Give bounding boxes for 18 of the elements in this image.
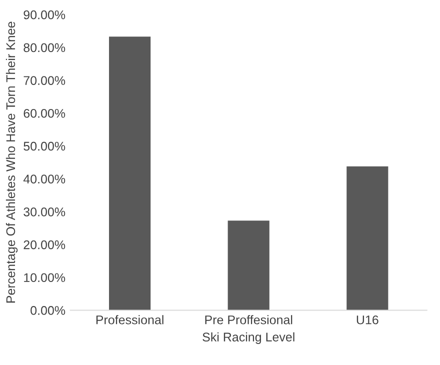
y-tick-label: 60.00% <box>24 108 66 118</box>
y-axis-title: Percentage Of Athletes Who Have Torn Their Knee <box>6 22 18 303</box>
bar <box>109 36 151 310</box>
y-tick-label: 20.00% <box>24 240 66 250</box>
bar <box>228 220 270 310</box>
bar <box>346 166 388 310</box>
x-tick-label: Pre Proffesional <box>205 315 292 324</box>
y-tick-label: 70.00% <box>24 76 66 85</box>
y-tick-label: 0.00% <box>30 306 66 315</box>
y-tick-label: 90.00% <box>24 10 66 20</box>
y-tick-label: 50.00% <box>24 142 66 151</box>
y-tick-label: 30.00% <box>24 208 66 216</box>
y-tick-label: 10.00% <box>24 273 66 282</box>
y-tick-label: 80.00% <box>24 43 66 52</box>
x-tick-label: Professional <box>96 315 164 324</box>
x-tick-label: U16 <box>356 315 378 324</box>
y-tick-label: 40.00% <box>23 174 66 184</box>
x-axis-title: Ski Racing Level <box>202 332 294 344</box>
